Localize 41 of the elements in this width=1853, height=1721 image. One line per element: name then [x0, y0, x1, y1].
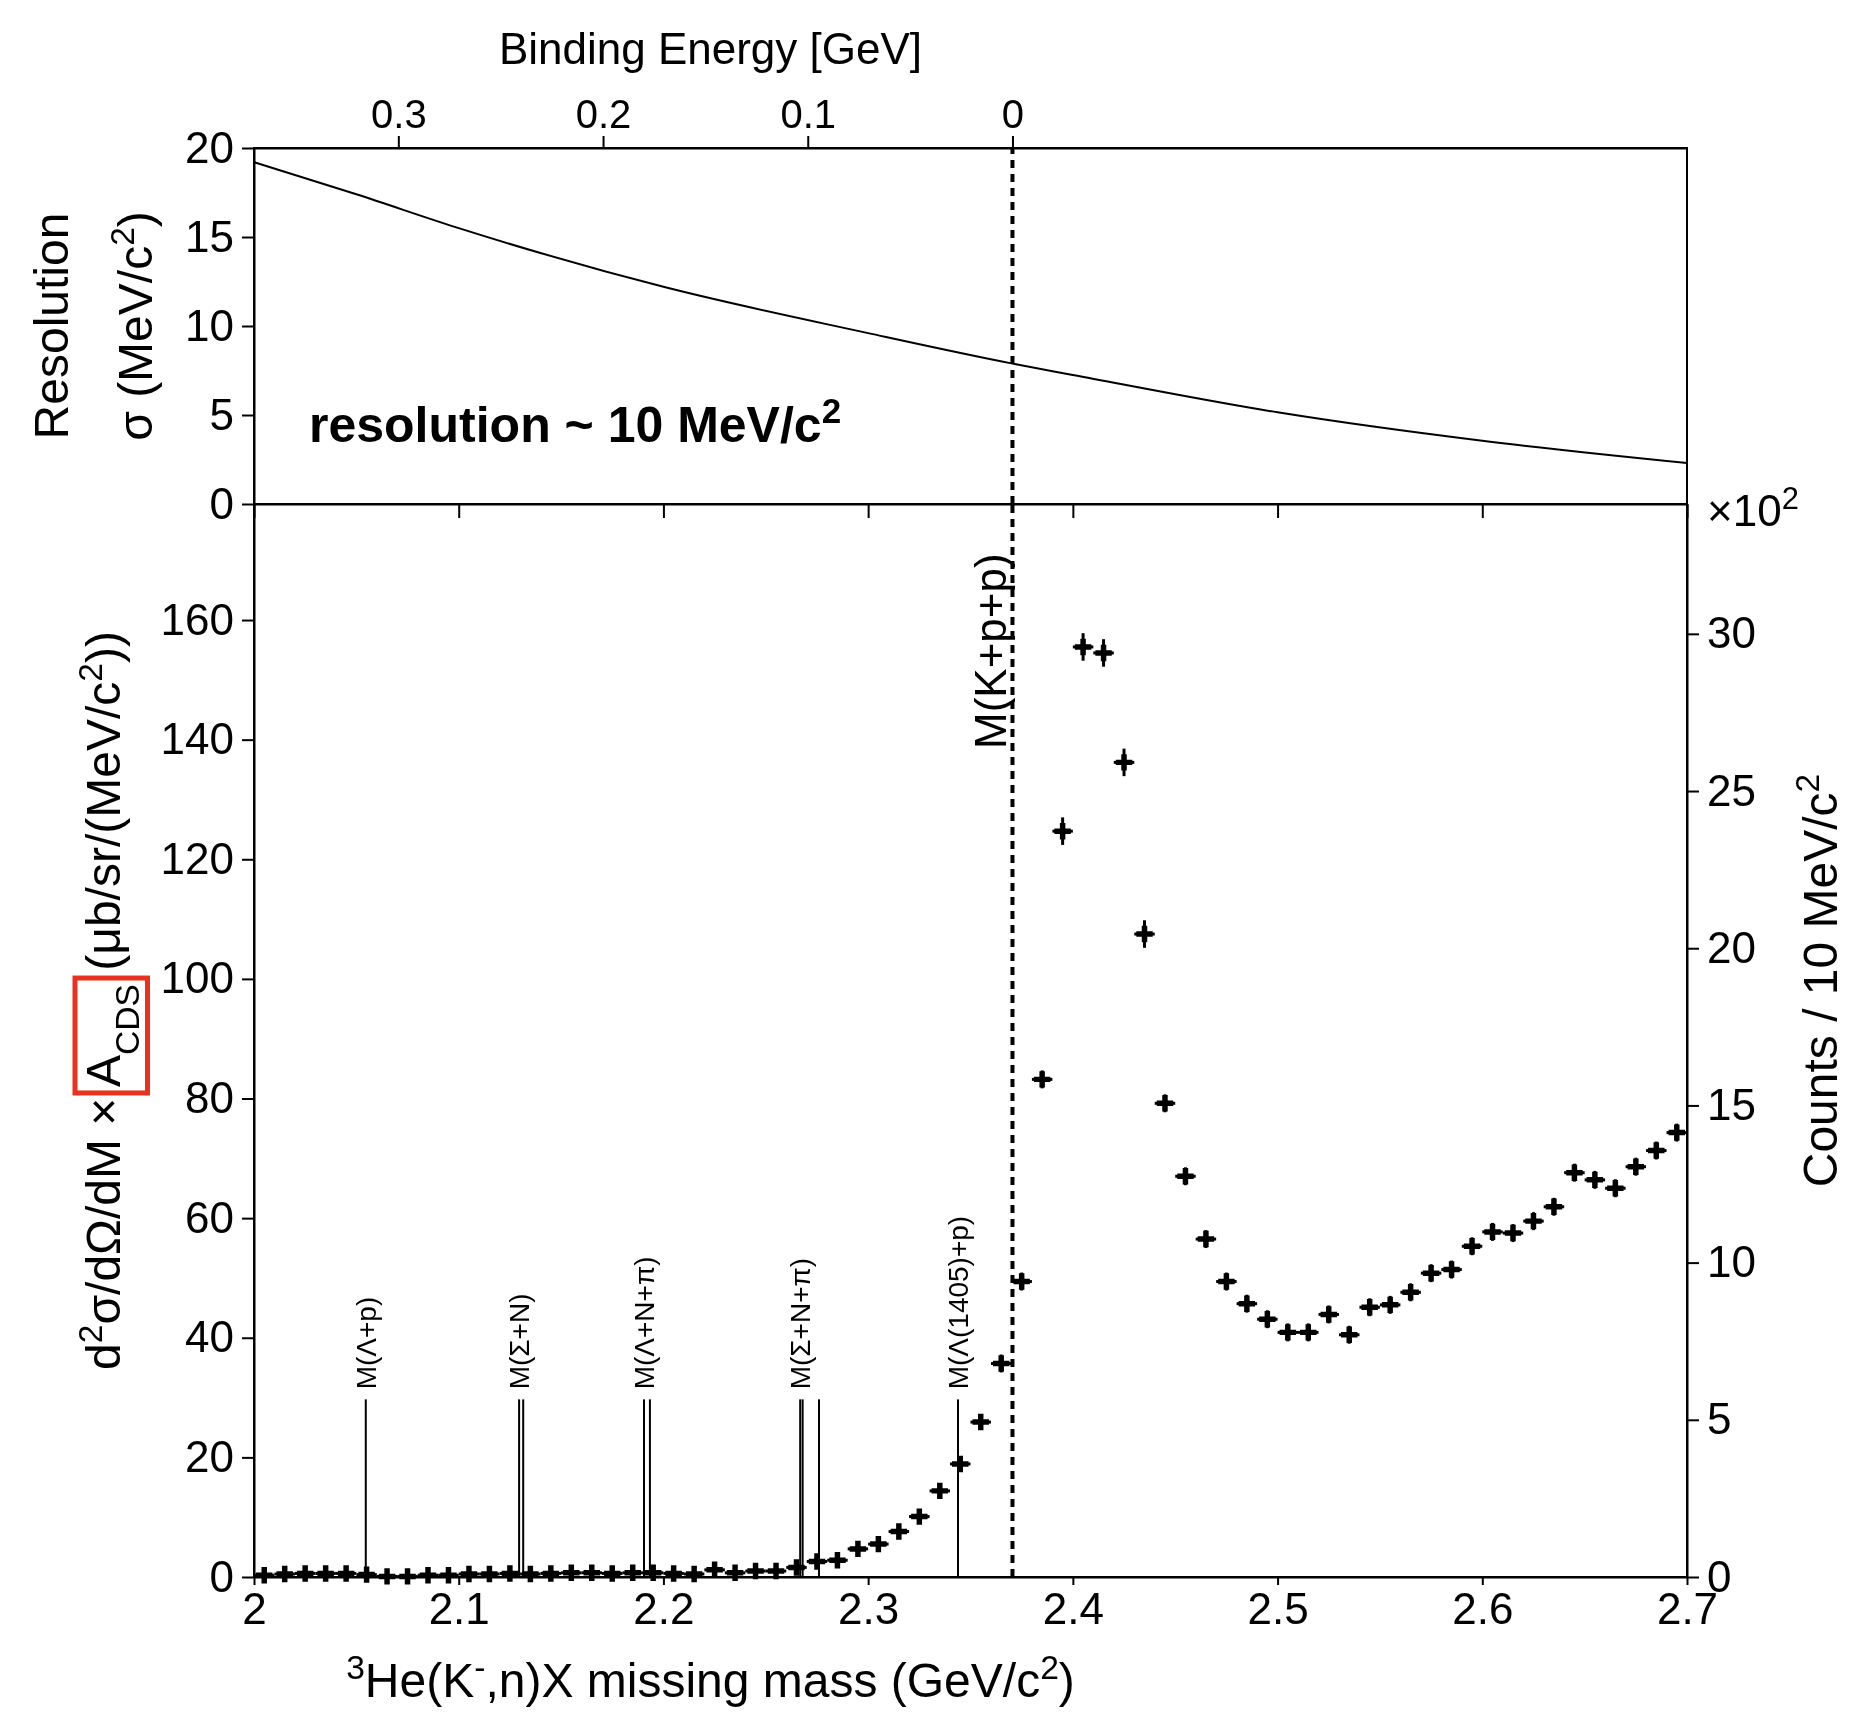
- y2-tick-label: 25: [1707, 765, 1756, 815]
- text: M(Σ+N+π): [785, 1257, 817, 1390]
- y-tick-label: 20: [185, 122, 234, 172]
- text: M(Λ+N+π): [628, 1256, 660, 1390]
- x2-axis-title: Binding Energy [GeV]: [498, 24, 923, 73]
- text: M(Σ+N): [504, 1293, 536, 1390]
- x-tick-label: 2.4: [1042, 1584, 1104, 1634]
- y2-tick-label: 5: [1707, 1394, 1732, 1444]
- x-tick-label: 2.1: [428, 1584, 490, 1634]
- x2-tick-label: 0: [1001, 92, 1025, 136]
- y-tick-label: 140: [160, 714, 234, 764]
- x-tick-label: 2.2: [633, 1584, 695, 1634]
- x2-tick-label: 0.3: [371, 92, 427, 136]
- y2-tick-label: 15: [1707, 1080, 1756, 1129]
- y2-tick-label: 10: [1707, 1237, 1756, 1287]
- x2-tick-label: 0.2: [575, 92, 632, 136]
- y-tick-label: 20: [185, 1431, 234, 1481]
- y-tick-label: 5: [209, 389, 234, 439]
- annotation: resolution ~ 10 MeV/c$^{2}$: [309, 390, 842, 453]
- y-tick-label: 80: [185, 1073, 234, 1123]
- y-tick-label: 60: [185, 1192, 234, 1242]
- text: ×10$^{2}$: [1707, 480, 1799, 535]
- ref-line-label: M(K+p+p): [966, 553, 1016, 749]
- x2-tick-label: 0.1: [780, 92, 837, 136]
- y-tick-label: 100: [160, 953, 234, 1003]
- text: M(Λ(1405)+p): [943, 1215, 975, 1390]
- x-tick-label: 2.5: [1247, 1584, 1309, 1634]
- x-tick-label: 2.3: [838, 1584, 900, 1634]
- y-tick-label: 15: [185, 211, 234, 261]
- y-tick-label: 120: [160, 833, 234, 883]
- x-axis-title: $^{3}$He(K$^{-}$,n)X missing mass (GeV/c$^{2}$): [346, 1648, 1075, 1707]
- y2-tick-label: 20: [1707, 922, 1756, 972]
- y-tick-label: 40: [185, 1312, 234, 1362]
- y2-tick-label: 30: [1707, 608, 1756, 658]
- y-tick-label: 0: [209, 478, 234, 528]
- x-tick-label: 2: [242, 1584, 267, 1634]
- y-tick-label: 10: [185, 300, 234, 350]
- y-tick-label: 0: [209, 1551, 234, 1601]
- text: M(Λ+p): [350, 1296, 382, 1390]
- y-tick-label: 160: [160, 594, 234, 644]
- x-tick-label: 2.6: [1452, 1584, 1514, 1634]
